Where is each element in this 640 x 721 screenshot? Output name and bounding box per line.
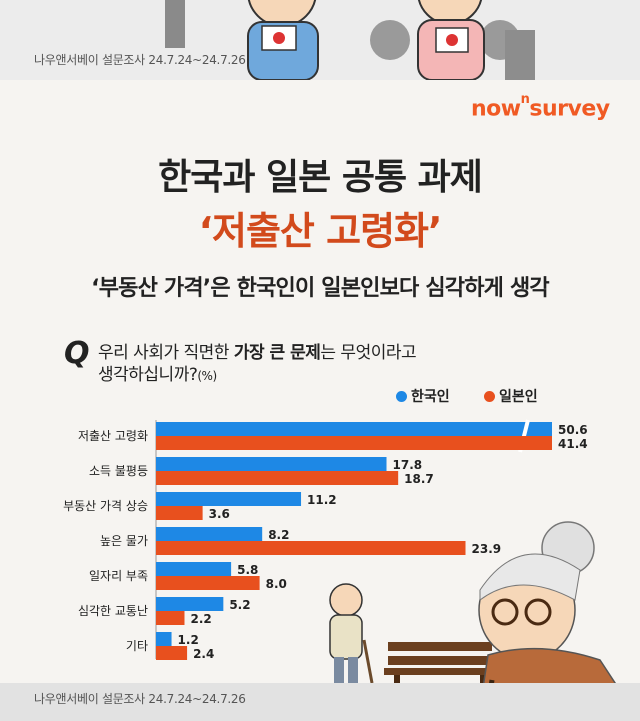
bar-korea [156, 632, 172, 646]
legend-korea: 한국인 [396, 386, 450, 406]
data-label-korea: 11.2 [307, 493, 337, 507]
legend-korea-dot [396, 391, 407, 402]
legend-korea-label: 한국인 [411, 389, 450, 405]
data-label-korea: 1.2 [178, 633, 199, 647]
data-label-korea: 50.6 [558, 423, 588, 437]
legend-japan-label: 일본인 [499, 389, 538, 405]
category-label: 소득 불평등 [89, 464, 148, 478]
japan-flag-emblem [446, 34, 458, 46]
category-label: 저출산 고령화 [78, 429, 148, 443]
data-label-korea: 5.8 [237, 563, 258, 577]
category-label: 부동산 가격 상승 [63, 499, 148, 513]
data-label-japan: 3.6 [209, 507, 230, 521]
bar-japan [156, 436, 552, 450]
data-label-japan: 23.9 [472, 542, 502, 556]
headline: 한국과 일본 공통 과제 [158, 157, 483, 198]
data-label-japan: 41.4 [558, 437, 588, 451]
question-pre: 우리 사회가 직면한 [98, 343, 234, 363]
data-label-korea: 8.2 [268, 528, 289, 542]
bar-korea [156, 527, 263, 541]
chart-bars: 저출산 고령화 50.641.4 소득 불평등 17.818.7 부동산 가격 상승 11… [63, 419, 588, 661]
legend-japan: 일본인 [484, 386, 538, 406]
figure-silhouette [165, 0, 185, 48]
question-unit: (%) [197, 369, 217, 383]
bar-japan [156, 646, 188, 660]
bar-japan [156, 471, 399, 485]
header-illustration [165, 0, 535, 81]
footer-band [0, 683, 640, 721]
crowd-silhouette [370, 20, 410, 60]
data-label-japan: 8.0 [266, 577, 287, 591]
subheadline: ‘부동산 가격’은 한국인이 일본인보다 심각하게 생각 [91, 276, 549, 301]
bar-japan [156, 541, 466, 555]
nownsurvey-logo: nownsurvey [471, 92, 610, 122]
category-label: 기타 [126, 639, 148, 653]
question-bold: 가장 큰 문제 [233, 343, 321, 363]
bar-japan [156, 506, 203, 520]
bar-korea [156, 457, 387, 471]
legend-japan-dot [484, 391, 495, 402]
header-illustration-band [0, 0, 640, 81]
bar-japan [156, 576, 260, 590]
category-label: 일자리 부족 [89, 569, 148, 583]
korea-flag-emblem [273, 32, 285, 44]
data-label-korea: 17.8 [393, 458, 423, 472]
headline-highlight: ‘저출산 고령화’ [198, 209, 443, 253]
bar-korea [156, 492, 302, 506]
question-mark-label: Q [64, 336, 90, 371]
bar-japan [156, 611, 185, 625]
logo-n: n [520, 92, 530, 107]
elderly-man-illustration [329, 583, 374, 684]
survey-source-top: 나우앤서베이 설문조사 24.7.24~24.7.26 [34, 53, 246, 67]
bar-korea [156, 422, 552, 436]
bar-korea [156, 597, 224, 611]
question-post: 는 무엇이라고 [320, 343, 417, 363]
data-label-japan: 2.4 [193, 647, 214, 661]
logo-now: now [471, 96, 521, 122]
crowd-silhouette [505, 30, 535, 80]
logo-survey: survey [529, 96, 610, 122]
data-label-japan: 2.2 [190, 612, 211, 626]
category-label: 심각한 교통난 [78, 604, 148, 618]
data-label-japan: 18.7 [404, 472, 434, 486]
data-label-korea: 5.2 [229, 598, 250, 612]
survey-source-bottom: 나우앤서베이 설문조사 24.7.24~24.7.26 [34, 692, 246, 706]
category-label: 높은 물가 [100, 534, 148, 548]
question-line2: 생각하십니까? [98, 365, 198, 385]
bar-korea [156, 562, 232, 576]
bench-illustration [384, 642, 496, 687]
question-text: 우리 사회가 직면한 가장 큰 문제는 무엇이라고 생각하십니까?(%) [98, 342, 417, 387]
